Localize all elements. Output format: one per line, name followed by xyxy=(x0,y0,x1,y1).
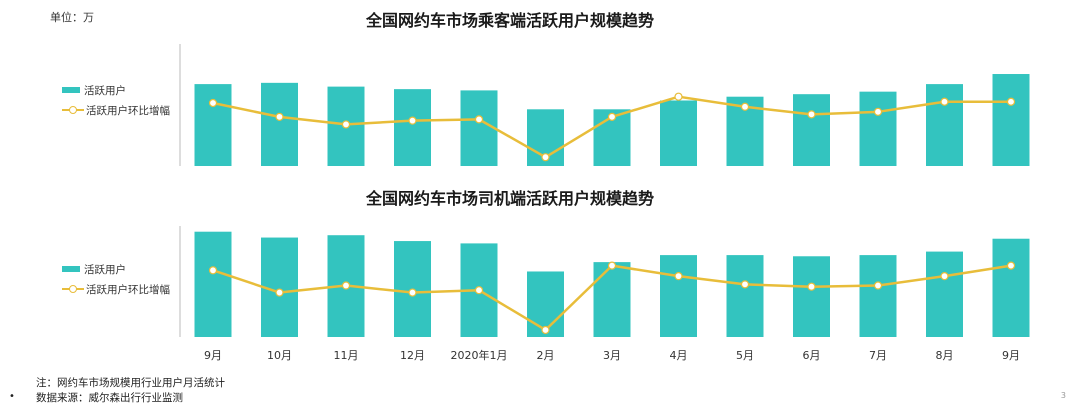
line-swatch-icon xyxy=(62,283,84,295)
x-tick-label: 8月 xyxy=(936,349,954,362)
line-point xyxy=(740,102,750,111)
chart-title-driver: 全国网约车市场司机端活跃用户规模趋势 xyxy=(365,189,654,208)
line-swatch-icon xyxy=(62,104,84,116)
x-tick-label: 12月 xyxy=(400,349,425,362)
line-point xyxy=(275,112,284,121)
line-point xyxy=(275,288,284,297)
legend-bar-label: 活跃用户 xyxy=(84,84,126,97)
legend-driver: 活跃用户 活跃用户环比增幅 xyxy=(62,259,170,299)
bar xyxy=(261,82,298,166)
footnote-source: 数据来源：威尔森出行行业监测 xyxy=(36,392,183,404)
x-tick-label: 11月 xyxy=(334,349,359,362)
x-tick-label: 7月 xyxy=(869,349,887,362)
bullet-icon: • xyxy=(9,391,15,402)
line-point xyxy=(607,112,617,121)
line-point xyxy=(873,281,883,290)
chart-title-passenger: 全国网约车市场乘客端活跃用户规模趋势 xyxy=(365,11,654,30)
bar xyxy=(460,90,498,166)
line-point xyxy=(1006,261,1016,270)
legend-item-bar: 活跃用户 xyxy=(62,80,170,100)
bar xyxy=(992,74,1030,166)
legend-bar-label: 活跃用户 xyxy=(84,263,126,276)
x-tick-label: 2020年1月 xyxy=(451,348,508,362)
x-tick-label: 2月 xyxy=(537,349,555,362)
x-tick-label: 5月 xyxy=(736,349,754,362)
x-tick-label: 9月 xyxy=(1002,349,1020,362)
legend-line-label: 活跃用户环比增幅 xyxy=(86,283,170,296)
bar xyxy=(859,255,897,337)
x-tick-label: 10月 xyxy=(267,349,292,362)
bar-swatch-icon xyxy=(62,266,80,272)
legend-item-line: 活跃用户环比增幅 xyxy=(62,279,170,299)
line-point xyxy=(674,272,683,281)
x-tick-label: 6月 xyxy=(803,349,821,362)
line-point xyxy=(341,281,351,290)
line-point xyxy=(607,261,617,270)
bar xyxy=(926,251,963,337)
line-point xyxy=(940,97,949,106)
bar xyxy=(593,262,631,337)
line-point xyxy=(674,92,683,101)
bar-swatch-icon xyxy=(62,87,80,93)
bar xyxy=(660,255,697,337)
bar xyxy=(194,84,232,166)
line-point xyxy=(208,98,218,108)
x-tick-label: 4月 xyxy=(670,349,688,362)
line-point xyxy=(474,115,484,124)
bar xyxy=(859,91,897,166)
line-point xyxy=(541,325,550,335)
unit-label: 单位：万 xyxy=(50,11,94,24)
bar xyxy=(660,100,697,166)
line-point xyxy=(541,153,550,162)
legend-passenger: 活跃用户 活跃用户环比增幅 xyxy=(62,80,170,120)
footnotes: 注：网约车市场规模用行业用户月活统计 数据来源：威尔森出行行业监测 xyxy=(36,376,225,406)
footnote-note: 注：网约车市场规模用行业用户月活统计 xyxy=(36,377,225,389)
legend-line-label: 活跃用户环比增幅 xyxy=(86,104,170,117)
bar xyxy=(793,256,830,337)
bar xyxy=(793,94,830,166)
line-point xyxy=(474,286,484,295)
legend-item-bar: 活跃用户 xyxy=(62,259,170,279)
line-point xyxy=(940,272,949,281)
bar xyxy=(926,84,963,166)
line-point xyxy=(408,116,417,125)
bar xyxy=(394,89,431,166)
bar xyxy=(726,255,764,337)
x-tick-label: 3月 xyxy=(603,349,621,362)
line-point xyxy=(807,110,816,119)
line-point xyxy=(740,280,750,289)
bar xyxy=(992,238,1030,337)
line-point xyxy=(807,282,816,291)
line-point xyxy=(873,107,883,116)
line-point xyxy=(208,266,218,275)
line-point xyxy=(408,288,417,297)
page-number: 3 xyxy=(1060,391,1066,400)
legend-item-line: 活跃用户环比增幅 xyxy=(62,100,170,120)
bar xyxy=(194,231,232,337)
x-tick-label: 9月 xyxy=(204,349,222,362)
line-point xyxy=(1006,97,1016,106)
line-point xyxy=(341,120,351,129)
